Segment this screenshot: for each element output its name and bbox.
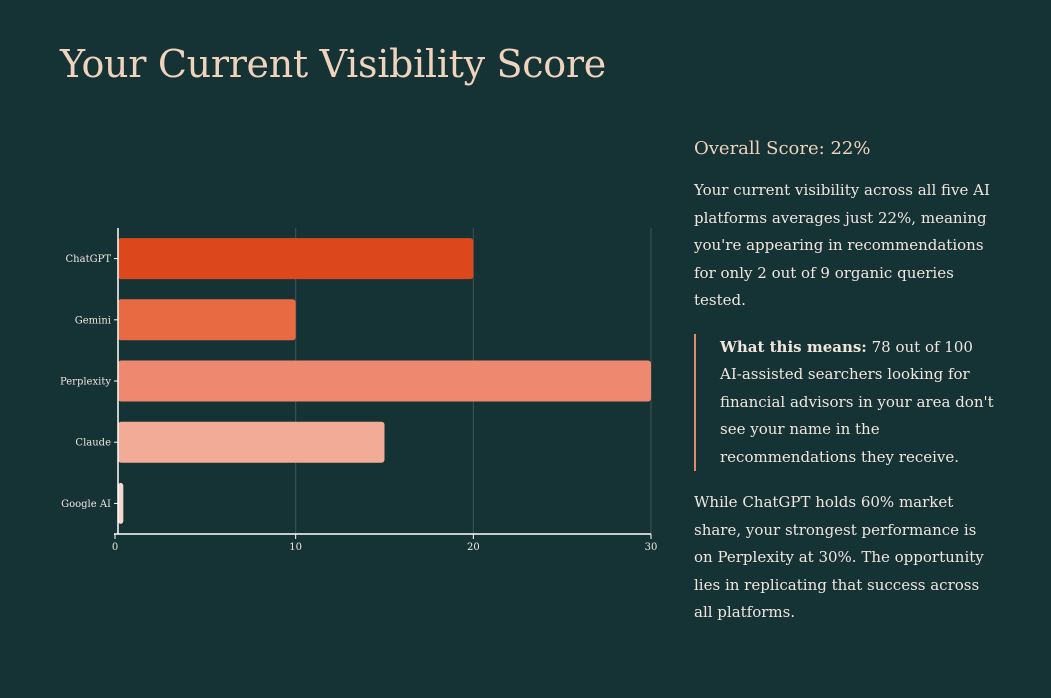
x-tick-label: 20: [467, 542, 480, 553]
x-tick-label: 30: [645, 542, 658, 553]
category-label: Claude: [75, 438, 111, 449]
visibility-bar-chart: ChatGPT Gemini Perplexity Claude Google AI 0 1…: [60, 228, 657, 553]
callout-label: What this means:: [720, 337, 867, 356]
bar-series: [118, 238, 651, 524]
tick-labels: ChatGPT Gemini Perplexity Claude Google AI 0 1…: [60, 254, 657, 553]
callout-block: What this means: 78 out of 100 AI-assist…: [694, 333, 999, 471]
closing-paragraph: While ChatGPT holds 60% market share, yo…: [694, 493, 984, 621]
page-title: Your Current Visibility Score: [60, 42, 606, 86]
x-tick-label: 10: [289, 542, 302, 553]
bar-gemini: [118, 299, 296, 341]
bar-chatgpt: [118, 238, 474, 280]
chart-axes: [114, 228, 652, 539]
x-tick-label: 0: [112, 542, 118, 553]
bar-google-ai: [118, 482, 124, 524]
bar-claude: [118, 421, 385, 463]
category-label: ChatGPT: [66, 254, 112, 265]
category-label: Gemini: [75, 315, 111, 326]
intro-paragraph: Your current visibility across all five …: [694, 181, 990, 309]
category-label: Perplexity: [60, 377, 111, 388]
bar-perplexity: [118, 360, 651, 402]
overall-score-heading: Overall Score: 22%: [694, 138, 871, 159]
category-label: Google AI: [61, 499, 111, 510]
callout-text: 78 out of 100 AI-assisted searchers look…: [720, 337, 994, 466]
summary-panel: Overall Score: 22% Your current visibili…: [694, 138, 999, 627]
